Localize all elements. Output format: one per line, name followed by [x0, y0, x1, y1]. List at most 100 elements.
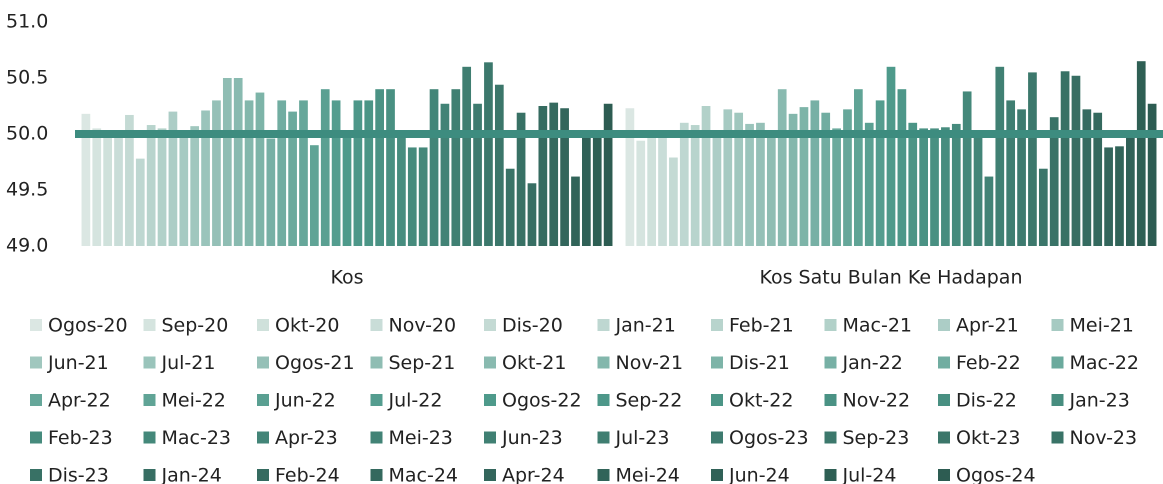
- bar: [244, 100, 254, 247]
- bar: [125, 114, 134, 247]
- bar: [1028, 72, 1037, 247]
- x-tick-label: Kos: [330, 267, 363, 289]
- legend-label: Nov-22: [843, 390, 911, 412]
- bar: [766, 134, 776, 246]
- bar: [973, 134, 983, 246]
- bar: [386, 89, 395, 246]
- legend-label: Feb-21: [729, 315, 794, 337]
- legend-swatch: [597, 319, 610, 331]
- bar: [103, 130, 112, 246]
- bar: [788, 113, 798, 246]
- bar: [962, 91, 972, 246]
- bar: [179, 130, 189, 246]
- legend-label: Jul-21: [161, 352, 216, 374]
- bar: [190, 126, 200, 246]
- bar: [930, 128, 939, 246]
- legend-swatch: [370, 394, 383, 406]
- legend-label: Ogos-24: [956, 465, 1036, 484]
- legend-label: Jun-24: [728, 465, 790, 484]
- legend-swatch: [143, 319, 156, 331]
- bar: [462, 66, 472, 246]
- legend-swatch: [824, 469, 837, 481]
- legend-label: Okt-22: [729, 390, 793, 412]
- bar: [342, 134, 352, 246]
- bar: [201, 110, 210, 246]
- bar: [397, 134, 406, 246]
- legend-label: Mac-21: [843, 315, 913, 337]
- bar: [146, 125, 156, 246]
- legend-label: Nov-20: [389, 315, 457, 337]
- bar: [647, 131, 656, 246]
- bar: [1126, 134, 1135, 246]
- legend-swatch: [711, 469, 723, 481]
- legend-label: Mei-23: [389, 427, 453, 449]
- bar: [375, 89, 384, 246]
- bar: [320, 89, 330, 246]
- bar: [777, 89, 787, 246]
- legend-swatch: [1051, 319, 1064, 331]
- legend-swatch: [484, 431, 496, 444]
- bar: [690, 125, 700, 246]
- legend-label: Jan-22: [842, 352, 903, 374]
- legend-label: Jul-24: [842, 465, 897, 484]
- legend-swatch: [938, 319, 950, 331]
- x-tick-label: Kos Satu Bulan Ke Hadapan: [759, 267, 1022, 289]
- legend-swatch: [597, 431, 610, 444]
- bar: [658, 134, 667, 246]
- bar: [723, 109, 733, 246]
- legend-label: Jun-23: [501, 427, 563, 449]
- legend-label: Jun-22: [274, 390, 336, 412]
- legend-swatch: [824, 356, 837, 369]
- bar: [1071, 75, 1081, 246]
- legend-swatch: [597, 394, 610, 406]
- bar: [168, 111, 178, 246]
- bar: [353, 100, 363, 247]
- bar: [418, 147, 428, 246]
- bar: [407, 147, 417, 246]
- bar: [473, 103, 482, 246]
- legend-swatch: [711, 356, 723, 369]
- legend-label: Jan-23: [1069, 390, 1130, 412]
- bar: [560, 108, 569, 247]
- legend-label: Ogos-22: [502, 390, 582, 412]
- bar: [951, 123, 961, 246]
- legend-label: Feb-24: [275, 465, 340, 484]
- bar: [92, 128, 102, 246]
- bar: [299, 100, 308, 247]
- bar: [114, 130, 123, 246]
- bar: [1115, 146, 1124, 246]
- legend-label: Apr-22: [48, 390, 111, 412]
- legend-swatch: [938, 356, 950, 369]
- legend-label: Ogos-23: [729, 427, 809, 449]
- bar: [277, 100, 287, 247]
- bar: [1038, 168, 1048, 246]
- bar: [429, 89, 439, 246]
- bar: [582, 134, 591, 246]
- bar: [1006, 100, 1016, 247]
- legend-swatch: [711, 394, 723, 406]
- y-tick-label: 50.5: [6, 67, 48, 89]
- legend-label: Apr-24: [502, 465, 565, 484]
- legend-swatch: [597, 469, 610, 481]
- legend-swatch: [30, 469, 42, 481]
- bar: [679, 122, 689, 246]
- legend-swatch: [824, 394, 837, 406]
- legend-swatch: [257, 469, 269, 481]
- bar: [527, 183, 537, 246]
- legend-swatch: [484, 469, 496, 481]
- legend-swatch: [597, 356, 610, 369]
- legend-swatch: [370, 356, 383, 369]
- legend-label: Jan-24: [161, 465, 222, 484]
- legend-swatch: [370, 319, 383, 331]
- legend-swatch: [257, 356, 269, 369]
- bar: [821, 112, 831, 246]
- legend-label: Mei-24: [616, 465, 680, 484]
- bar: [266, 138, 276, 246]
- legend-swatch: [1051, 356, 1064, 369]
- legend-label: Dis-21: [729, 352, 790, 374]
- legend-label: Feb-22: [956, 352, 1021, 374]
- legend-label: Okt-23: [956, 427, 1020, 449]
- bar: [592, 134, 602, 246]
- legend-label: Mac-22: [1070, 352, 1140, 374]
- bar: [712, 134, 722, 246]
